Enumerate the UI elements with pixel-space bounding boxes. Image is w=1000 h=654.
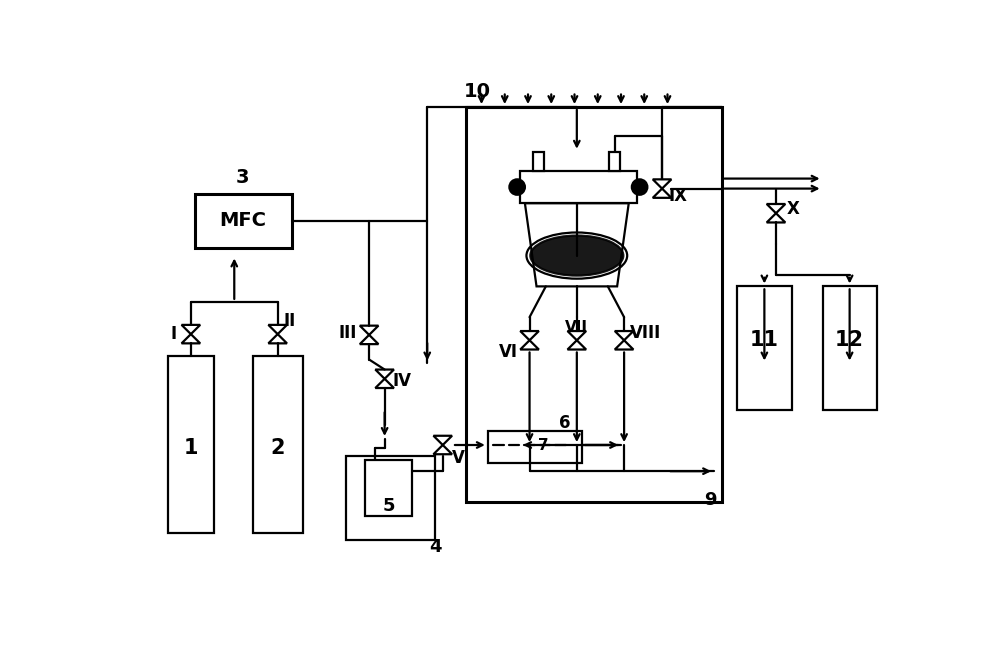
Bar bbox=[168, 356, 214, 533]
Bar bbox=[520, 171, 637, 203]
Text: MFC: MFC bbox=[219, 211, 266, 230]
Bar bbox=[195, 194, 292, 248]
Text: 1: 1 bbox=[184, 438, 198, 458]
Text: 3: 3 bbox=[236, 167, 250, 186]
Text: VII: VII bbox=[565, 320, 588, 335]
Text: II: II bbox=[283, 312, 295, 330]
Circle shape bbox=[509, 179, 525, 195]
Text: X: X bbox=[787, 200, 799, 218]
Text: I: I bbox=[171, 325, 177, 343]
Bar bbox=[822, 286, 877, 409]
Bar bbox=[533, 152, 544, 171]
Bar bbox=[346, 456, 435, 540]
Text: VIII: VIII bbox=[630, 324, 661, 341]
Text: 12: 12 bbox=[835, 330, 864, 351]
Text: 5: 5 bbox=[382, 497, 395, 515]
Text: V: V bbox=[452, 449, 465, 467]
Text: IV: IV bbox=[393, 372, 412, 390]
Bar bbox=[253, 356, 303, 533]
Circle shape bbox=[632, 179, 647, 195]
Bar bbox=[365, 460, 412, 516]
Text: 6: 6 bbox=[559, 415, 571, 432]
Bar bbox=[488, 431, 582, 464]
Bar bbox=[737, 286, 792, 409]
Text: VI: VI bbox=[499, 343, 518, 361]
Bar bbox=[609, 152, 620, 171]
Text: 11: 11 bbox=[750, 330, 779, 351]
Bar bbox=[466, 107, 722, 502]
Text: III: III bbox=[338, 324, 357, 341]
Text: 9: 9 bbox=[704, 490, 716, 509]
Text: 4: 4 bbox=[430, 538, 442, 556]
Text: 2: 2 bbox=[270, 438, 285, 458]
Text: IX: IX bbox=[668, 187, 687, 205]
Text: 7: 7 bbox=[538, 438, 549, 453]
Text: 10: 10 bbox=[464, 82, 491, 101]
Text: 8: 8 bbox=[571, 178, 583, 196]
Ellipse shape bbox=[530, 235, 623, 275]
